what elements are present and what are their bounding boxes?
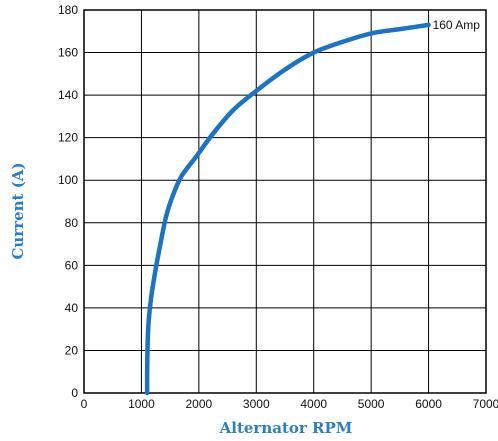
y-tick-label: 80 (65, 216, 79, 230)
x-tick-label: 4000 (300, 397, 327, 411)
y-tick-label: 20 (65, 343, 79, 357)
y-tick-label: 0 (71, 386, 78, 400)
x-tick-label: 6000 (415, 397, 442, 411)
x-tick-label: 0 (81, 397, 88, 411)
y-tick-label: 160 (58, 46, 78, 60)
annotations: 160 Amp (433, 18, 481, 32)
annotation-label: 160 Amp (433, 18, 481, 32)
y-tick-label: 100 (58, 173, 78, 187)
x-tick-label: 7000 (473, 397, 498, 411)
x-tick-label: 3000 (243, 397, 270, 411)
y-tick-label: 120 (58, 131, 78, 145)
y-tick-label: 180 (58, 3, 78, 17)
x-tick-label: 5000 (358, 397, 385, 411)
x-tick-label: 2000 (186, 397, 213, 411)
x-tick-label: 1000 (128, 397, 155, 411)
current-curve (144, 22, 431, 396)
x-tick-labels: 0 1000 2000 3000 4000 5000 6000 7000 (81, 397, 498, 411)
y-tick-label: 40 (65, 301, 79, 315)
plot-frame (83, 9, 487, 394)
y-tick-label: 60 (65, 258, 79, 272)
series-lines (144, 22, 431, 396)
y-axis-label: Current (A) (9, 162, 27, 259)
y-tick-labels: 0 20 40 60 80 100 120 140 160 180 (58, 3, 78, 400)
y-tick-label: 140 (58, 88, 78, 102)
x-axis-label: Alternator RPM (219, 419, 353, 437)
